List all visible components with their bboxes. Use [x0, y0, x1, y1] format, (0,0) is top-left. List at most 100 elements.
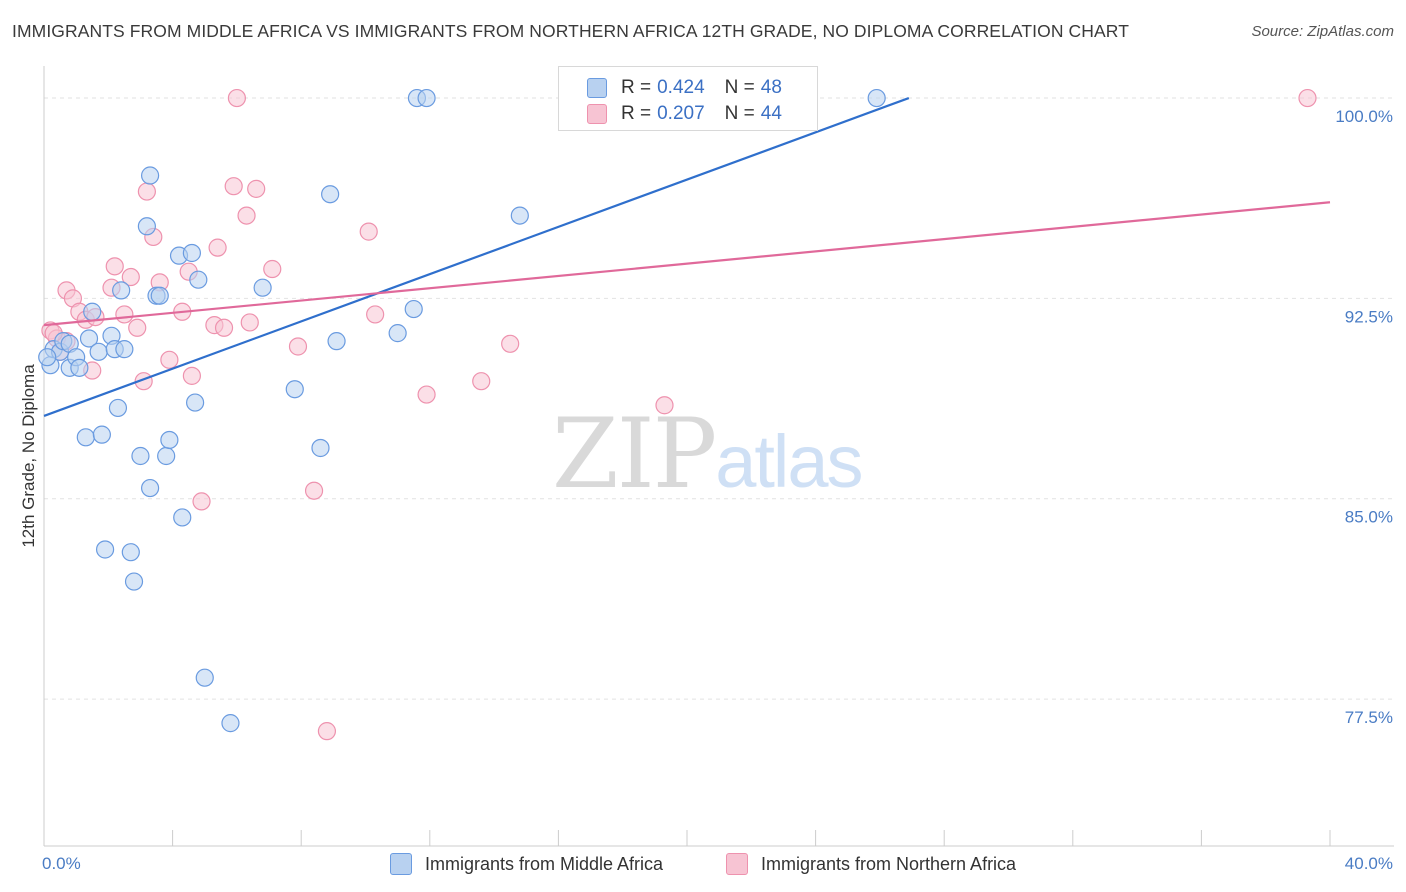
legend: R = 0.424 N = 48 R = 0.207 N = 44	[558, 66, 818, 131]
watermark-zip: ZIP	[552, 398, 717, 510]
x-tick-label: 0.0%	[42, 854, 81, 873]
legend-row-middle-africa: R = 0.424 N = 48	[587, 76, 782, 100]
legend-r-label: R =	[621, 103, 652, 124]
point-northern-africa	[192, 492, 211, 511]
point-middle-africa	[189, 270, 208, 289]
y-tick-label: 100.0%	[1335, 107, 1393, 126]
point-northern-africa	[247, 179, 266, 198]
point-middle-africa	[140, 478, 160, 498]
point-middle-africa	[195, 668, 214, 687]
legend-n-value: 48	[760, 77, 782, 98]
point-middle-africa	[157, 446, 176, 466]
point-middle-africa	[311, 438, 330, 458]
bottom-legend-northern-africa: Immigrants from Northern Africa	[726, 851, 1016, 877]
legend-r-label: R =	[621, 77, 652, 98]
point-northern-africa	[115, 305, 134, 324]
series-northern-africa-points	[41, 88, 1317, 741]
point-northern-africa	[224, 177, 243, 196]
legend-n-label: N =	[724, 103, 755, 124]
point-northern-africa	[472, 372, 491, 391]
point-middle-africa	[70, 358, 89, 377]
point-northern-africa	[128, 318, 147, 337]
point-middle-africa	[417, 88, 436, 108]
legend-row-northern-africa: R = 0.207 N = 44	[587, 102, 782, 126]
point-middle-africa	[83, 302, 102, 321]
legend-n-label: N =	[724, 77, 755, 98]
point-middle-africa	[121, 543, 140, 562]
point-northern-africa	[160, 350, 179, 369]
point-middle-africa	[112, 281, 131, 300]
point-northern-africa	[121, 267, 140, 287]
y-tick-label: 77.5%	[1345, 708, 1393, 727]
gridlines	[44, 97, 1394, 700]
legend-r-value: 0.424	[657, 77, 705, 98]
legend-r-value: 0.207	[657, 103, 705, 124]
point-middle-africa	[108, 398, 128, 418]
axis-labels: 100.0% 92.5% 85.0% 77.5% 0.0% 40.0% 12th Grade…	[19, 107, 1393, 873]
point-middle-africa	[137, 217, 156, 236]
point-northern-africa	[366, 305, 385, 324]
point-northern-africa	[655, 396, 674, 415]
point-middle-africa	[221, 714, 240, 733]
point-middle-africa	[124, 572, 144, 591]
point-middle-africa	[131, 446, 150, 466]
legend-swatch-blue	[587, 78, 607, 98]
chart-title: IMMIGRANTS FROM MIDDLE AFRICA VS IMMIGRA…	[12, 21, 1130, 41]
source-credit: Source: ZipAtlas.com	[1251, 23, 1394, 40]
point-middle-africa	[89, 342, 108, 361]
point-northern-africa	[288, 337, 308, 356]
point-middle-africa	[186, 393, 205, 412]
point-northern-africa	[240, 313, 259, 332]
point-northern-africa	[227, 88, 246, 108]
trend-lines	[43, 97, 1331, 417]
point-middle-africa	[510, 206, 529, 225]
point-middle-africa	[253, 278, 272, 297]
bottom-legend-label: Immigrants from Middle Africa	[425, 853, 664, 874]
point-middle-africa	[140, 166, 160, 185]
point-middle-africa	[92, 425, 111, 444]
point-middle-africa	[388, 324, 407, 343]
point-northern-africa	[359, 222, 378, 241]
point-northern-africa	[105, 257, 124, 276]
point-northern-africa	[137, 182, 156, 201]
point-northern-africa	[208, 238, 227, 257]
y-tick-label: 92.5%	[1345, 307, 1393, 326]
trend-line-northern-africa	[43, 201, 1331, 327]
y-axis-label: 12th Grade, No Diploma	[19, 364, 38, 548]
y-tick-label: 85.0%	[1345, 508, 1393, 527]
bottom-legend-swatch-pink	[726, 853, 748, 875]
point-middle-africa	[173, 508, 192, 527]
point-middle-africa	[160, 430, 179, 450]
point-northern-africa	[214, 318, 234, 337]
point-middle-africa	[404, 299, 423, 319]
point-middle-africa	[95, 540, 115, 559]
axes	[43, 66, 1394, 847]
point-northern-africa	[317, 722, 337, 741]
trend-line-middle-africa	[43, 97, 910, 417]
watermark-atlas: atlas	[715, 420, 863, 503]
bottom-legend-swatch-blue	[390, 853, 412, 875]
point-middle-africa	[182, 243, 201, 263]
point-northern-africa	[237, 206, 256, 225]
watermark: ZIPatlas	[552, 398, 864, 510]
point-northern-africa	[501, 334, 520, 353]
point-northern-africa	[304, 481, 324, 500]
point-middle-africa	[79, 329, 99, 348]
point-middle-africa	[76, 428, 95, 447]
bottom-legend-label: Immigrants from Northern Africa	[761, 853, 1017, 874]
x-tick-label: 40.0%	[1345, 854, 1393, 873]
point-middle-africa	[285, 380, 304, 399]
point-northern-africa	[263, 259, 282, 279]
point-northern-africa	[182, 366, 201, 385]
legend-swatch-pink	[587, 104, 607, 124]
point-middle-africa	[115, 340, 134, 359]
bottom-legend-middle-africa: Immigrants from Middle Africa	[390, 851, 663, 877]
point-middle-africa	[38, 348, 57, 367]
point-middle-africa	[321, 185, 340, 204]
point-northern-africa	[1298, 88, 1317, 108]
legend-n-value: 44	[760, 103, 782, 124]
point-middle-africa	[150, 286, 169, 305]
point-northern-africa	[417, 385, 436, 404]
point-middle-africa	[327, 332, 346, 351]
